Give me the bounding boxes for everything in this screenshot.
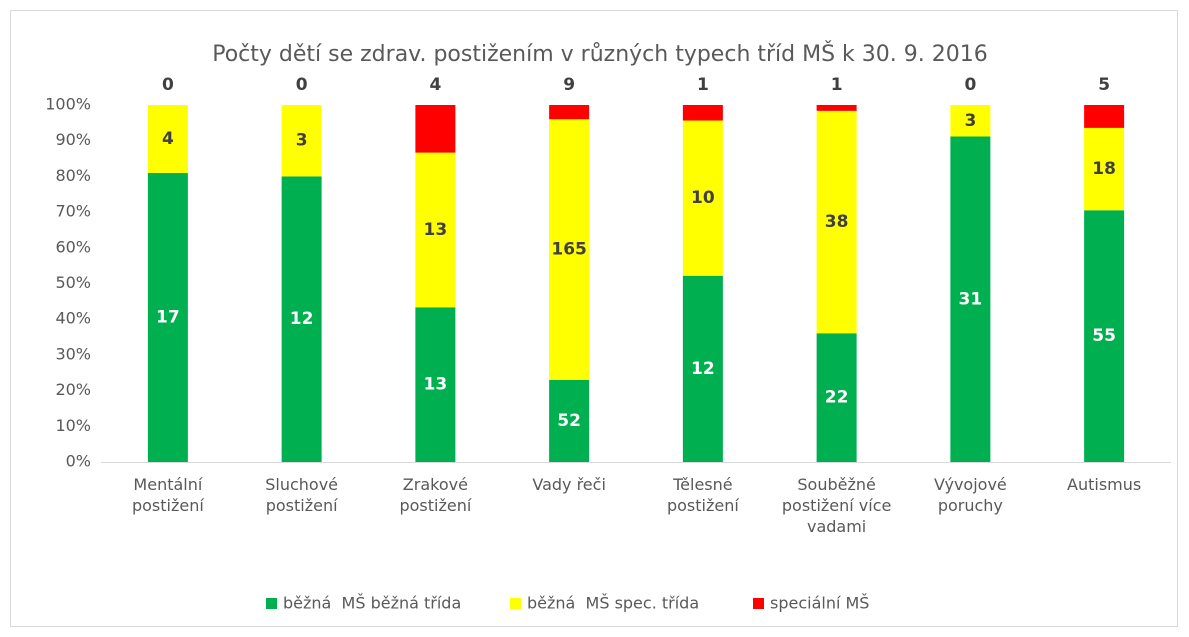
data-label: 1 <box>831 75 843 95</box>
bar-segment <box>549 119 590 380</box>
y-tick-label: 40% <box>55 309 91 328</box>
data-label: 9 <box>563 75 575 95</box>
x-tick-label: Vývojové poruchy <box>933 475 1007 515</box>
data-label: 12 <box>691 359 715 379</box>
y-tick-label: 90% <box>55 130 91 149</box>
bar-segment <box>549 379 590 462</box>
data-label: 4 <box>429 75 441 95</box>
data-label: 165 <box>551 240 587 260</box>
bar-segment <box>682 120 723 276</box>
data-label: 5 <box>1098 75 1110 95</box>
x-tick-label: Mentální postižení <box>131 475 204 515</box>
bar-segment <box>1084 105 1125 128</box>
y-tick-label: 30% <box>55 344 91 363</box>
x-tick-label: Sluchové postižení <box>265 475 339 515</box>
data-label: 3 <box>296 131 308 151</box>
data-label: 12 <box>290 309 314 329</box>
x-tick-label: Vady řeči <box>532 475 606 494</box>
data-label: 38 <box>825 212 849 232</box>
bar-segment <box>816 333 857 462</box>
legend-swatch <box>266 598 277 609</box>
data-label: 3 <box>964 111 976 131</box>
data-label: 0 <box>964 75 976 95</box>
bar-segment <box>816 105 857 111</box>
legend-label: speciální MŠ <box>770 594 869 613</box>
data-label: 10 <box>691 188 715 208</box>
bar-segment <box>415 105 456 153</box>
y-tick-label: 80% <box>55 166 91 185</box>
bar-segment <box>415 307 456 462</box>
y-tick-label: 10% <box>55 416 91 435</box>
data-label: 17 <box>156 308 180 328</box>
data-label: 13 <box>424 375 448 395</box>
y-tick-label: 20% <box>55 380 91 399</box>
data-label: 55 <box>1092 326 1116 346</box>
legend-swatch <box>510 598 521 609</box>
x-tick-label: Souběžné postižení více vadami <box>781 475 892 536</box>
bar-segment <box>281 105 322 177</box>
data-label: 0 <box>296 75 308 95</box>
bar-segment <box>549 105 590 120</box>
data-label: 13 <box>424 220 448 240</box>
legend-label: běžná MŠ běžná třída <box>283 594 461 613</box>
legend-label: běžná MŠ spec. třída <box>527 594 699 613</box>
x-tick-label: Autismus <box>1067 475 1142 494</box>
y-tick-label: 0% <box>66 452 91 471</box>
legend-swatch <box>753 598 764 609</box>
data-label: 52 <box>557 411 581 431</box>
data-label: 0 <box>162 75 174 95</box>
bar-segment <box>1084 210 1125 462</box>
y-tick-label: 100% <box>45 95 91 114</box>
chart-title: Počty dětí se zdrav. postižením v různýc… <box>212 41 988 67</box>
bar-segment <box>147 173 188 462</box>
x-tick-label: Zrakové postižení <box>399 475 472 515</box>
y-tick-label: 70% <box>55 202 91 221</box>
x-tick-label: Tělesné postižení <box>666 475 739 515</box>
bar-segment <box>1084 127 1125 211</box>
data-label: 22 <box>825 388 849 408</box>
bar-segment <box>147 105 188 173</box>
data-label: 31 <box>959 289 983 309</box>
bar-segment <box>950 136 991 462</box>
bar-segment <box>816 110 857 334</box>
data-label: 4 <box>162 129 174 149</box>
data-label: 18 <box>1092 159 1116 179</box>
bar-segment <box>281 176 322 462</box>
bar-segment <box>682 275 723 462</box>
bar-segment <box>950 105 991 137</box>
data-label: 1 <box>697 75 709 95</box>
y-tick-label: 60% <box>55 237 91 256</box>
bar-segment <box>682 105 723 121</box>
y-tick-label: 50% <box>55 273 91 292</box>
bar-segment <box>415 152 456 308</box>
